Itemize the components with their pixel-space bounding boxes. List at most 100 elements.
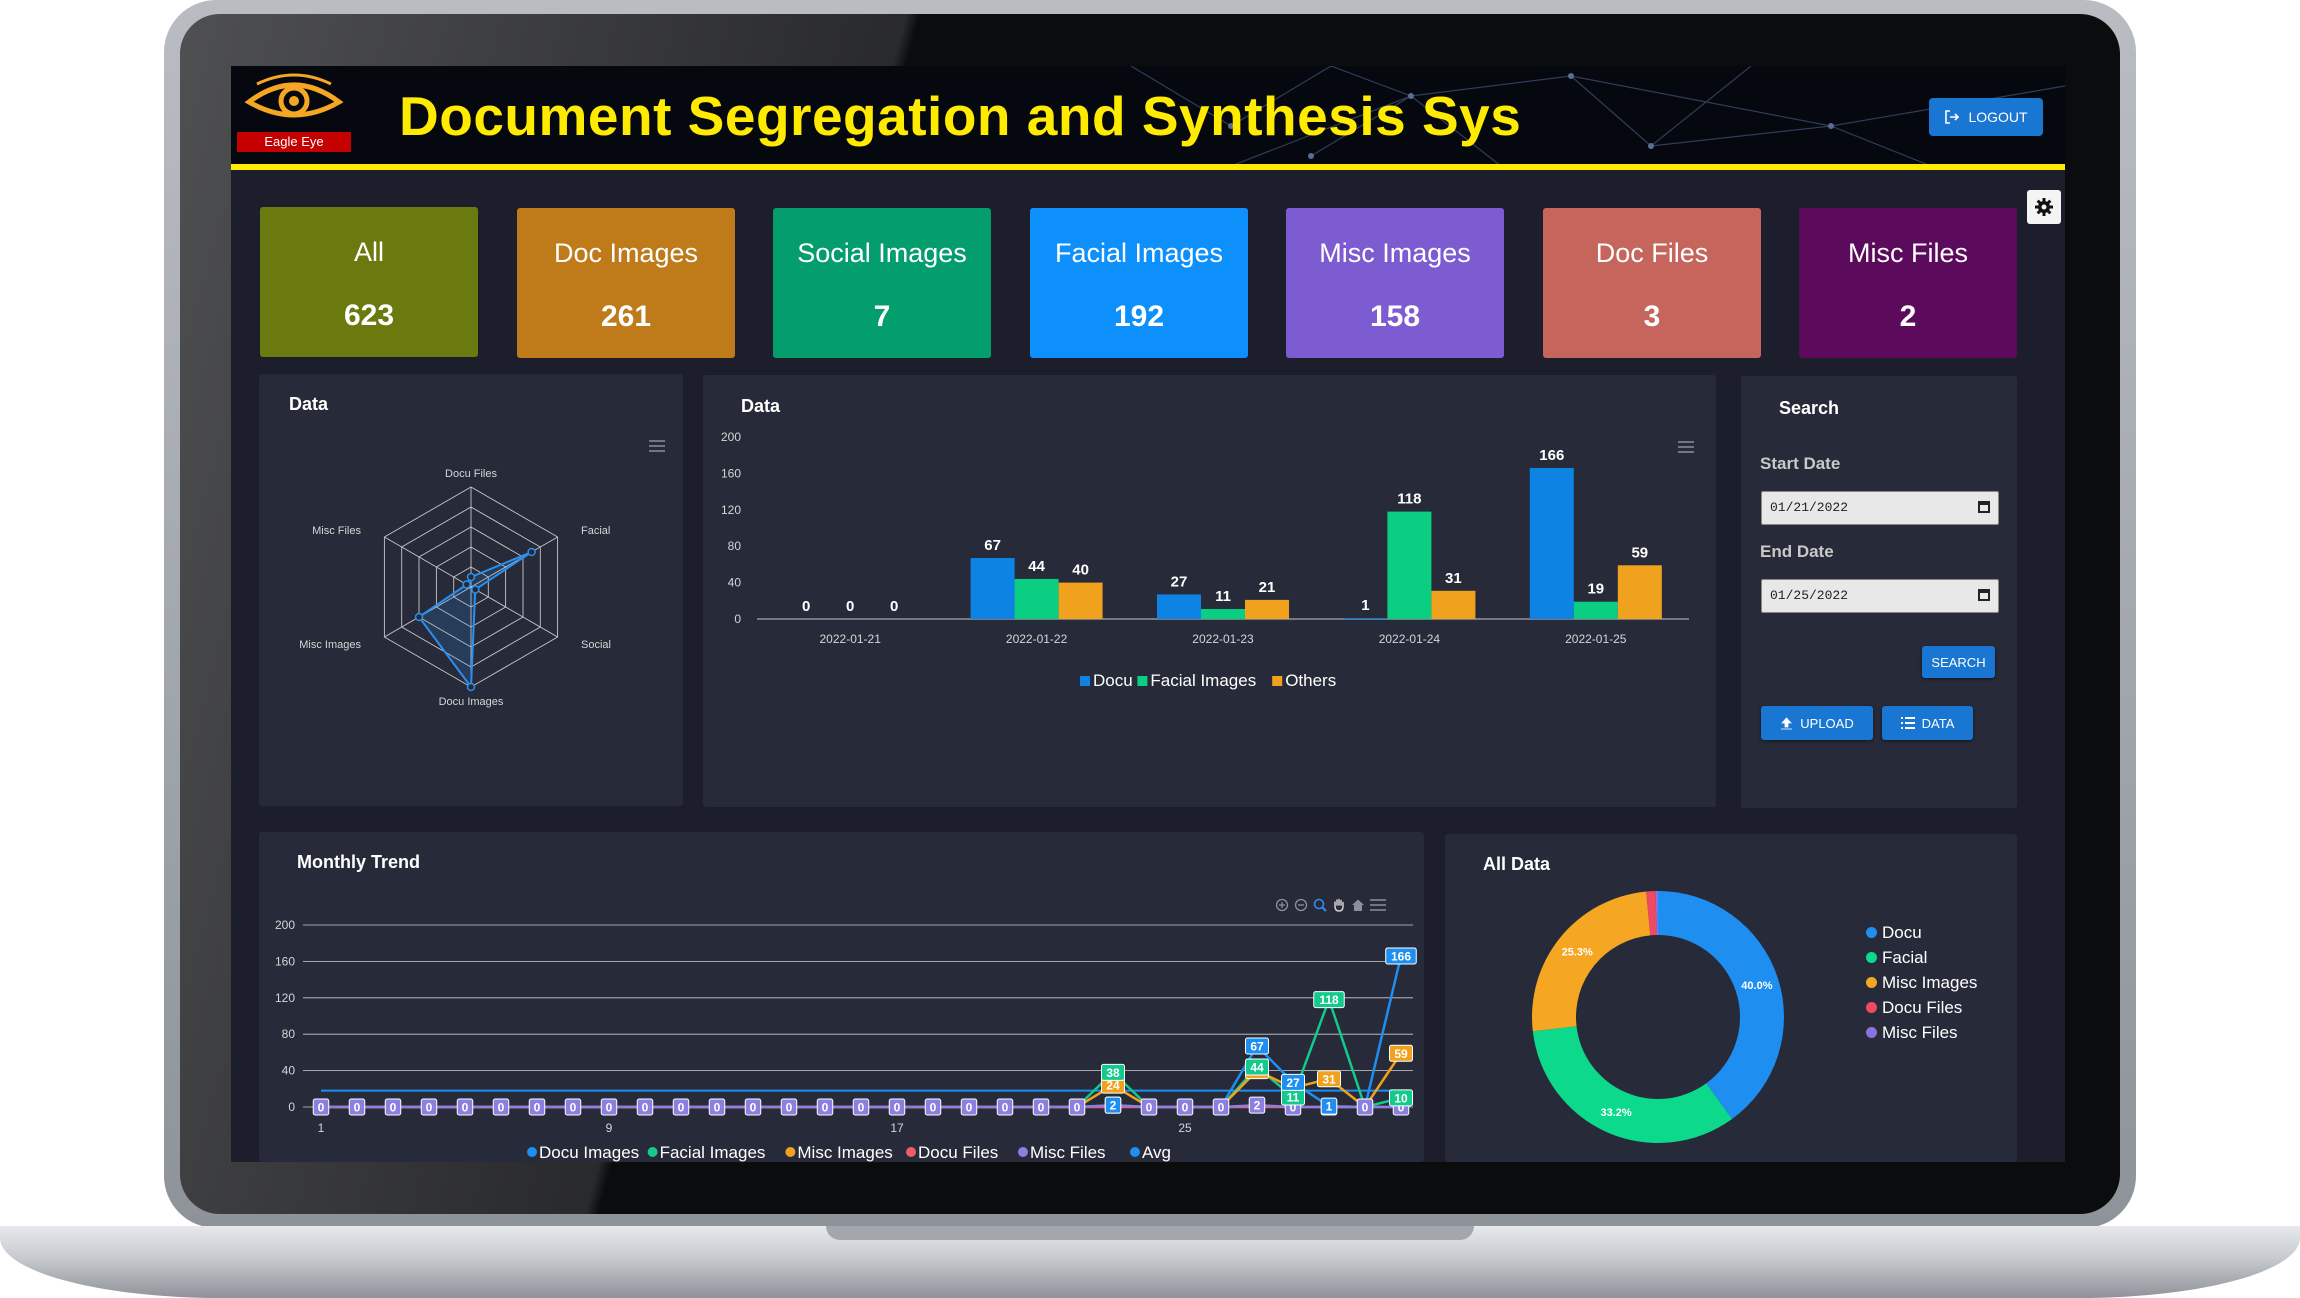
trend-data-label: 38: [1101, 1063, 1125, 1081]
trend-data-label-text: 0: [1290, 1101, 1297, 1115]
legend-label: Misc Images: [1882, 972, 1978, 992]
y-tick-label: 80: [282, 1027, 296, 1041]
app-title: Document Segregation and Synthesis Sys: [399, 85, 1522, 147]
tile-all[interactable]: All 623: [260, 207, 478, 357]
legend-label: Others: [1285, 671, 1336, 690]
settings-button[interactable]: [2027, 190, 2061, 224]
monthly-trend-panel: Monthly Trend 0 40 80 120 160 200 1 9 17 25 0 0 0 0 0 0…: [259, 832, 1424, 1162]
upload-button[interactable]: UPLOAD: [1761, 706, 1873, 740]
trend-data-label-text: 2: [1254, 1099, 1261, 1113]
upload-icon: [1781, 716, 1793, 729]
trend-data-label-text: 0: [930, 1101, 937, 1115]
zoom-in-icon[interactable]: [1275, 898, 1289, 912]
zoom-select-icon[interactable]: [1313, 898, 1327, 912]
trend-data-label-box: [1385, 947, 1417, 965]
tile-doc-files[interactable]: Doc Files 3: [1543, 208, 1761, 358]
tile-value: 623: [343, 299, 395, 332]
trend-data-label-box: [852, 1098, 870, 1116]
trend-data-label-text: 0: [858, 1101, 865, 1115]
bar-docu: [1157, 594, 1201, 619]
start-date-input[interactable]: 01/21/2022: [1761, 491, 1999, 525]
tile-value: 7: [873, 300, 891, 333]
trend-data-label-box: [1068, 1098, 1086, 1116]
trend-data-label: 0: [924, 1098, 942, 1116]
tile-misc-files[interactable]: Misc Files 2: [1799, 208, 2017, 358]
trend-data-label: 0: [528, 1098, 546, 1116]
tile-value: 3: [1643, 300, 1661, 333]
bar-others: [1245, 599, 1289, 619]
trend-data-label: 2: [1104, 1096, 1122, 1114]
trend-data-label-box: [528, 1098, 546, 1116]
legend-item[interactable]: Misc Files: [1866, 1020, 1977, 1045]
legend-item[interactable]: Docu Files: [1866, 995, 1977, 1020]
donut-slice-label: 25.3%: [1562, 946, 1593, 958]
tile-facial-images[interactable]: Facial Images 192: [1030, 208, 1248, 358]
x-tick-label: 2022-01-22: [1006, 632, 1068, 646]
bar-data-label: 40: [1072, 562, 1089, 579]
trend-data-label: 59: [1389, 1044, 1413, 1062]
pan-hand-icon[interactable]: [1332, 898, 1346, 912]
legend-label: Facial Images: [1150, 671, 1256, 690]
bar-facial-images: [1201, 608, 1245, 619]
donut-slice-misc-files: [1655, 890, 1658, 936]
data-button[interactable]: DATA: [1882, 706, 1973, 740]
trend-data-label-text: 0: [1218, 1101, 1225, 1115]
trend-data-label-text: 0: [390, 1101, 397, 1115]
legend-marker: [1866, 1002, 1877, 1013]
zoom-out-icon[interactable]: [1294, 898, 1308, 912]
trend-data-label-box: [636, 1098, 654, 1116]
end-date-input[interactable]: 01/25/2022: [1761, 579, 1999, 613]
legend-marker: [1866, 952, 1877, 963]
start-date-label: Start Date: [1760, 454, 1841, 473]
donut-legend: Docu Facial Misc Images Docu Files Misc File…: [1866, 920, 1977, 1045]
x-tick-label: 2022-01-23: [1192, 632, 1254, 646]
legend-item[interactable]: Misc Images: [1866, 970, 1977, 995]
upload-button-label: UPLOAD: [1800, 715, 1854, 731]
trend-data-label-box: [492, 1098, 510, 1116]
y-tick-label: 160: [721, 466, 741, 480]
all-data-panel: All Data 40.0% 33.2% 25.3% Docu Facial Misc …: [1445, 834, 2017, 1162]
radar-axis-line: [470, 586, 558, 638]
legend-item[interactable]: Docu: [1866, 920, 1977, 945]
tile-value: 192: [1113, 300, 1165, 333]
trend-data-label-text: 0: [570, 1101, 577, 1115]
y-tick-label: 200: [275, 918, 295, 932]
trend-data-label-text: 0: [534, 1101, 541, 1115]
bar-chart: 0 40 80 120 160 200 2022-01-21 0 0 0 2022-01-22 67 4…: [721, 430, 1689, 690]
trend-data-label: 0: [384, 1098, 402, 1116]
hamburger-icon[interactable]: [649, 440, 665, 452]
trend-data-label-box: [1101, 1063, 1125, 1081]
trend-data-label-box: [1281, 1073, 1305, 1091]
data-button-label: DATA: [1921, 715, 1955, 731]
search-button[interactable]: SEARCH: [1922, 646, 1995, 678]
bar-chart-panel: Data 0 40 80 120 160 200 2022-01-21 0 0 0 2022-01-…: [703, 375, 1716, 807]
calendar-icon[interactable]: [1978, 501, 1990, 513]
tile-social-images[interactable]: Social Images 7: [773, 208, 991, 358]
trend-data-label: 0: [1068, 1098, 1086, 1116]
tile-value: 261: [600, 300, 652, 333]
trend-data-label-box: [1140, 1098, 1158, 1116]
tile-misc-images[interactable]: Misc Images 158: [1286, 208, 1504, 358]
trend-data-label-box: [888, 1098, 906, 1116]
trend-data-label: 0: [1176, 1098, 1194, 1116]
home-icon[interactable]: [1351, 898, 1365, 912]
radar-point: [527, 547, 536, 557]
trend-data-label-text: 0: [678, 1101, 685, 1115]
legend-label: Avg: [1142, 1143, 1171, 1162]
trend-data-label: 0: [672, 1098, 690, 1116]
trend-data-label-text: 38: [1106, 1066, 1120, 1080]
hamburger-icon[interactable]: [1678, 441, 1694, 453]
hamburger-icon[interactable]: [1370, 898, 1386, 912]
trend-data-label: 0: [996, 1098, 1014, 1116]
calendar-icon[interactable]: [1978, 589, 1990, 601]
logout-button[interactable]: LOGOUT: [1929, 98, 2043, 136]
tile-value: 2: [1899, 300, 1917, 333]
radar-point: [414, 612, 424, 622]
trend-data-label-text: 0: [750, 1101, 757, 1115]
legend-label: Facial: [1882, 947, 1928, 967]
tile-doc-images[interactable]: Doc Images 261: [517, 208, 735, 358]
legend-item[interactable]: Facial: [1866, 945, 1977, 970]
trend-data-label: 0: [1356, 1098, 1374, 1116]
legend-label: Docu: [1882, 922, 1922, 942]
